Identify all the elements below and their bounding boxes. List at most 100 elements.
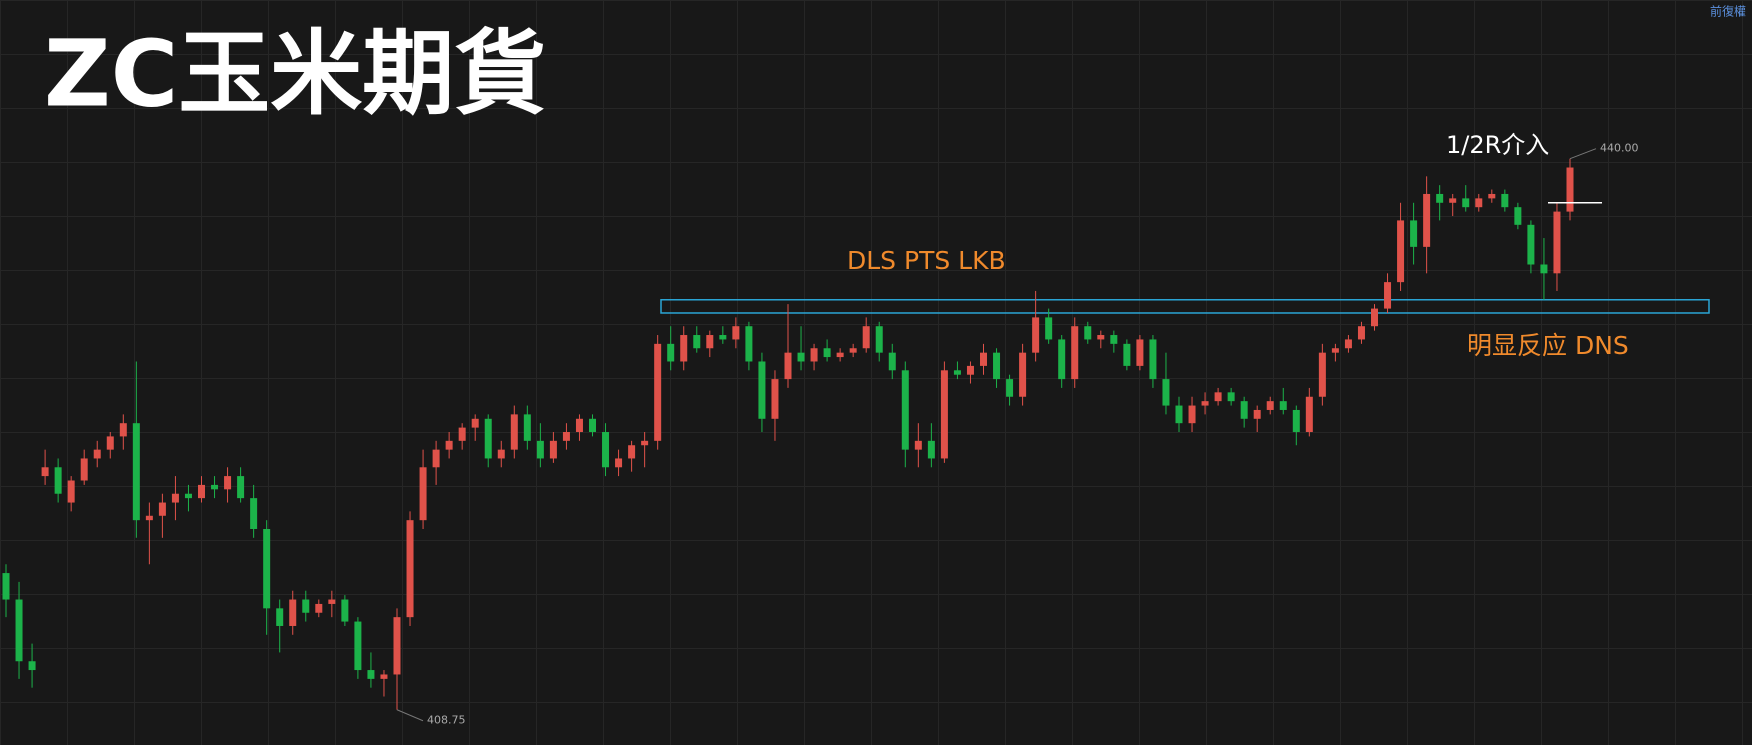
entry-label: 1/2R介入 — [1446, 131, 1549, 159]
candle-body — [1266, 401, 1274, 410]
candle-body — [1553, 211, 1561, 274]
candle-body — [1462, 198, 1470, 208]
candle-body — [171, 493, 179, 503]
candle-body — [549, 440, 557, 459]
candle-body — [1019, 352, 1027, 397]
candle-body — [315, 603, 323, 613]
candle-body — [406, 520, 414, 618]
candle-body — [445, 440, 453, 450]
candle-body — [940, 370, 948, 459]
candle-body — [2, 573, 10, 600]
candle-body — [966, 365, 974, 375]
candle-body — [562, 432, 570, 441]
candle-body — [393, 617, 401, 675]
low-leader — [396, 709, 424, 722]
high-leader — [1569, 148, 1597, 160]
candle-body — [145, 515, 153, 521]
candle-body — [419, 467, 427, 521]
candle-body — [41, 467, 49, 477]
candle-body — [471, 418, 479, 428]
candle-body — [888, 352, 896, 371]
candle-body — [993, 352, 1001, 380]
candle-body — [1110, 335, 1118, 344]
candle-body — [1449, 198, 1457, 203]
candle-body — [67, 480, 75, 503]
candle-body — [1514, 207, 1522, 225]
candle-body — [1371, 308, 1378, 327]
candle-body — [184, 493, 192, 499]
adjust-toggle[interactable]: 前復權 — [1710, 4, 1746, 19]
candle-body — [276, 608, 284, 626]
candle-body — [1305, 396, 1313, 433]
candle-body — [1097, 335, 1105, 340]
candle-body — [289, 599, 297, 626]
candle-body — [54, 467, 62, 494]
candle-body — [575, 418, 583, 433]
candle-body — [510, 414, 518, 450]
candle-body — [771, 379, 779, 419]
candle-body — [1123, 343, 1131, 366]
candle-body — [784, 352, 792, 380]
candle-body — [1162, 379, 1170, 406]
candle-body — [380, 674, 388, 679]
candle-body — [1188, 405, 1196, 424]
candle-body — [1032, 317, 1040, 353]
candle-body — [1006, 379, 1014, 397]
candle-body — [328, 599, 336, 604]
candle-body — [1357, 326, 1365, 340]
candle-body — [1084, 326, 1092, 340]
candle-body — [1214, 392, 1222, 402]
candle-body — [458, 427, 466, 441]
candle-body — [250, 498, 258, 529]
candle-body — [602, 432, 610, 468]
candle-body — [1149, 339, 1157, 380]
candle-body — [28, 661, 36, 671]
candle-body — [680, 335, 688, 362]
candle-body — [15, 599, 23, 662]
candle-body — [758, 361, 766, 419]
candle-body — [823, 348, 831, 358]
candle-body — [198, 484, 205, 499]
candle-body — [1331, 348, 1339, 353]
candle-body — [875, 326, 883, 353]
candle-body — [341, 599, 349, 622]
candle-body — [106, 436, 114, 450]
candle-body — [654, 343, 662, 441]
candle-body — [953, 370, 961, 375]
chart-title: ZC玉米期貨 — [44, 20, 546, 127]
candle-body — [1501, 193, 1509, 208]
candle-body — [523, 414, 531, 441]
candle-body — [589, 418, 596, 433]
candle-body — [745, 326, 753, 362]
candle-body — [1201, 401, 1209, 406]
candle-body — [667, 343, 675, 362]
candle-body — [615, 458, 623, 468]
candle-body — [367, 670, 375, 679]
candle-body — [1566, 167, 1574, 212]
candle-body — [1423, 193, 1431, 247]
candle-body — [849, 348, 857, 353]
candle-body — [93, 449, 101, 459]
zone-label: DLS PTS LKB — [847, 246, 1006, 275]
candle-body — [1397, 220, 1405, 283]
candle-body — [901, 370, 909, 450]
candle-body — [914, 440, 922, 450]
candle-body — [484, 418, 492, 459]
candle-body — [1488, 193, 1496, 199]
candle-body — [1175, 405, 1183, 424]
candle-body — [732, 326, 740, 340]
candle-body — [432, 449, 440, 468]
candle-body — [980, 352, 987, 366]
candle-body — [1253, 409, 1261, 419]
candle-body — [1136, 339, 1144, 366]
candle-body — [1240, 401, 1248, 419]
candle-body — [927, 440, 935, 459]
reaction-label: 明显反应 DNS — [1467, 331, 1629, 360]
candle-body — [1540, 264, 1548, 274]
candle-body — [1279, 401, 1287, 410]
candle-body — [119, 423, 127, 437]
high-label: 440.00 — [1600, 142, 1639, 155]
candle-body — [810, 348, 818, 362]
